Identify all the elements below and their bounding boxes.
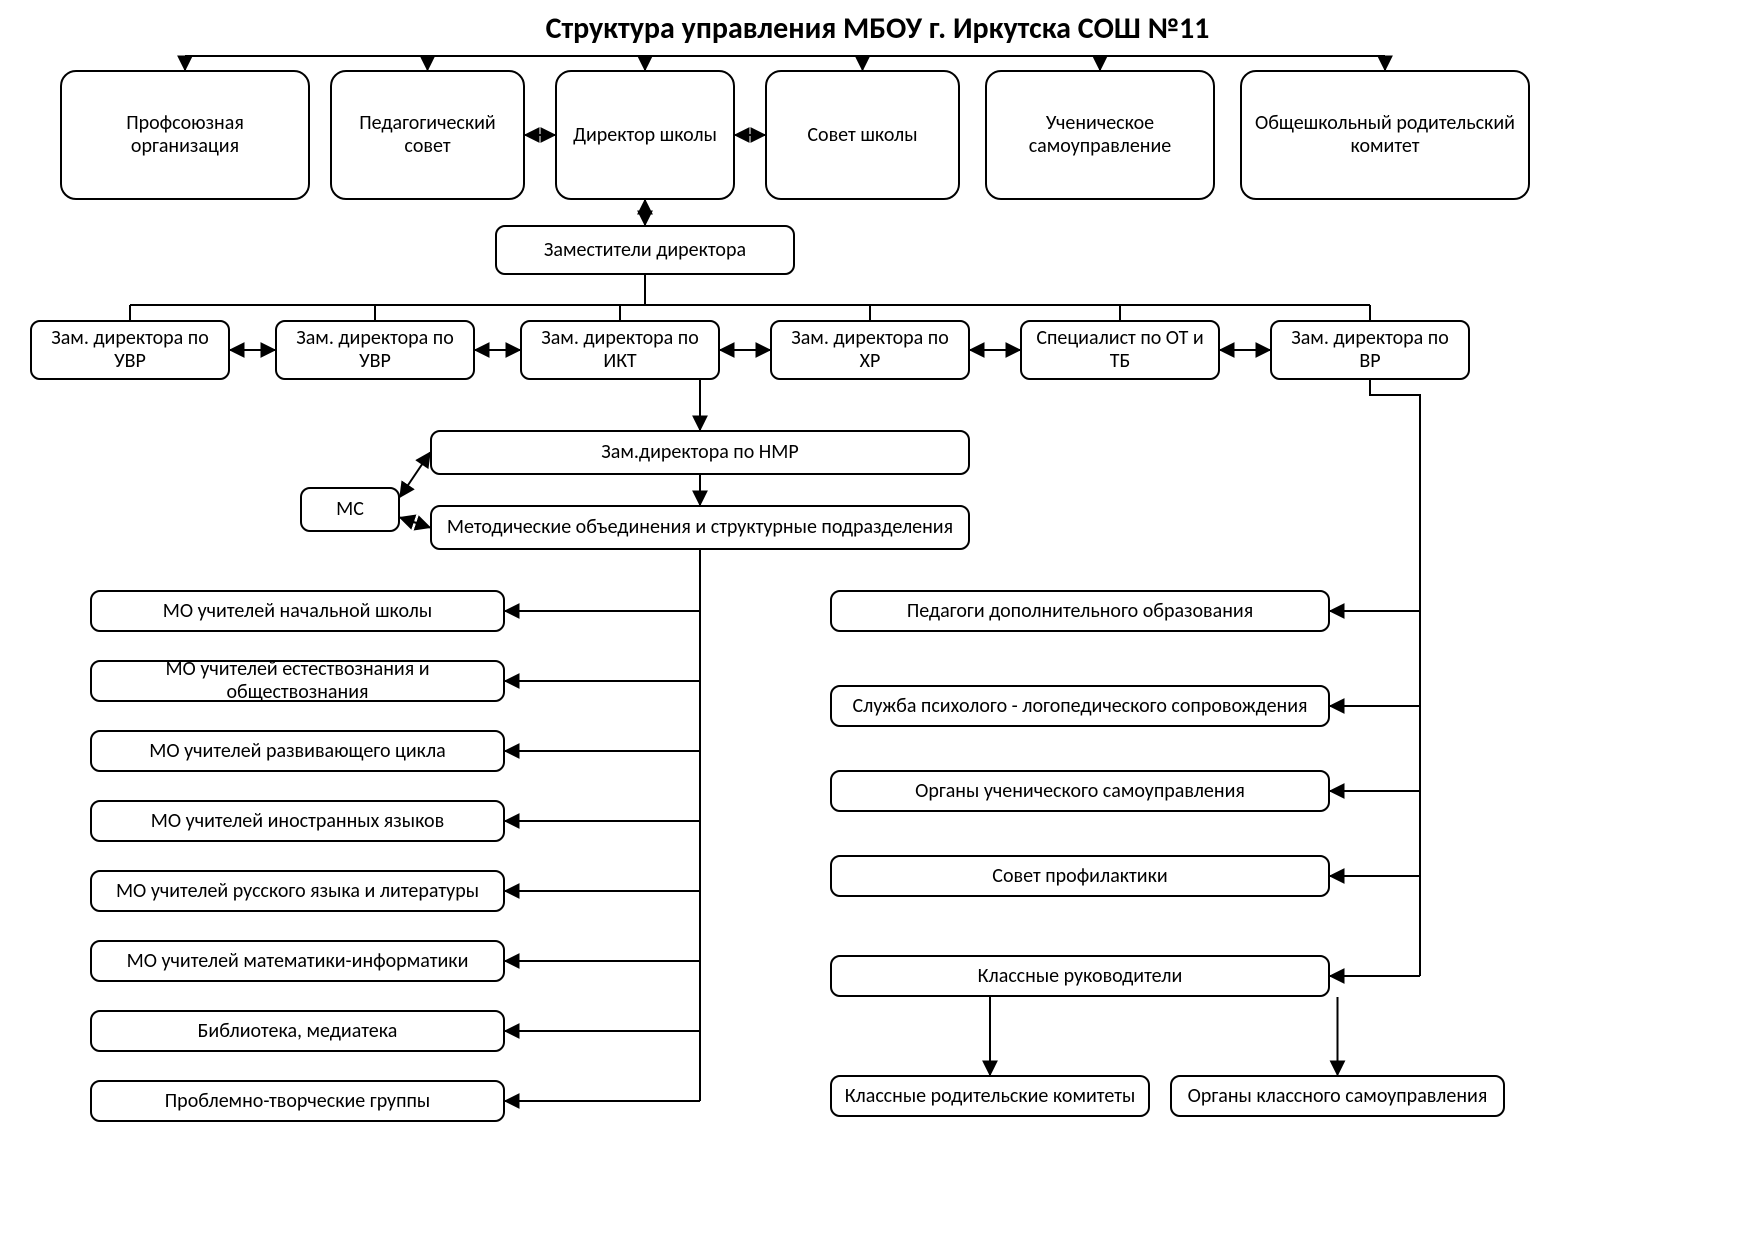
node-spec_ot: Специалист по ОТ и ТБ (1020, 320, 1220, 380)
node-zam_ikt: Зам. директора по ИКТ (520, 320, 720, 380)
node-zam_hr: Зам. директора по ХР (770, 320, 970, 380)
node-klass_rod_kom: Классные родительские комитеты (830, 1075, 1150, 1117)
node-ped_dop: Педагоги дополнительного образования (830, 590, 1330, 632)
node-metod_obj: Методические объединения и структурные п… (430, 505, 970, 550)
node-sovet_shkoly: Совет школы (765, 70, 960, 200)
node-sovet_prof: Совет профилактики (830, 855, 1330, 897)
node-organ_samoupr: Органы ученического самоуправления (830, 770, 1330, 812)
node-klass_ruk: Классные руководители (830, 955, 1330, 997)
diagram-title: Структура управления МБОУ г. Иркутска СО… (0, 10, 1755, 47)
node-organ_klass: Органы классного самоуправления (1170, 1075, 1505, 1117)
node-mo_math: МО учителей математики-информатики (90, 940, 505, 982)
node-mo_nach: МО учителей начальной школы (90, 590, 505, 632)
node-zam_vr: Зам. директора по ВР (1270, 320, 1470, 380)
node-director: Директор школы (555, 70, 735, 200)
node-zam_uvr1: Зам. директора по УВР (30, 320, 230, 380)
node-ms: МС (300, 487, 400, 532)
node-zam_nmr: Зам.директора по НМР (430, 430, 970, 475)
node-mo_est: МО учителей естествознания и обществозна… (90, 660, 505, 702)
node-mo_razv: МО учителей развивающего цикла (90, 730, 505, 772)
node-mo_rus: МО учителей русского языка и литературы (90, 870, 505, 912)
node-samoupravlenie: Ученическое самоуправление (985, 70, 1215, 200)
node-psiholog: Служба психолого - логопедического сопро… (830, 685, 1330, 727)
node-zam_uvr2: Зам. директора по УВР (275, 320, 475, 380)
node-rodkom: Общешкольный родительский комитет (1240, 70, 1530, 200)
node-biblio: Библиотека, медиатека (90, 1010, 505, 1052)
node-profsoyuz: Профсоюзная организация (60, 70, 310, 200)
node-mo_inostr: МО учителей иностранных языков (90, 800, 505, 842)
node-pedsovet: Педагогический совет (330, 70, 525, 200)
node-zam_dir: Заместители директора (495, 225, 795, 275)
node-probl_grp: Проблемно-творческие группы (90, 1080, 505, 1122)
